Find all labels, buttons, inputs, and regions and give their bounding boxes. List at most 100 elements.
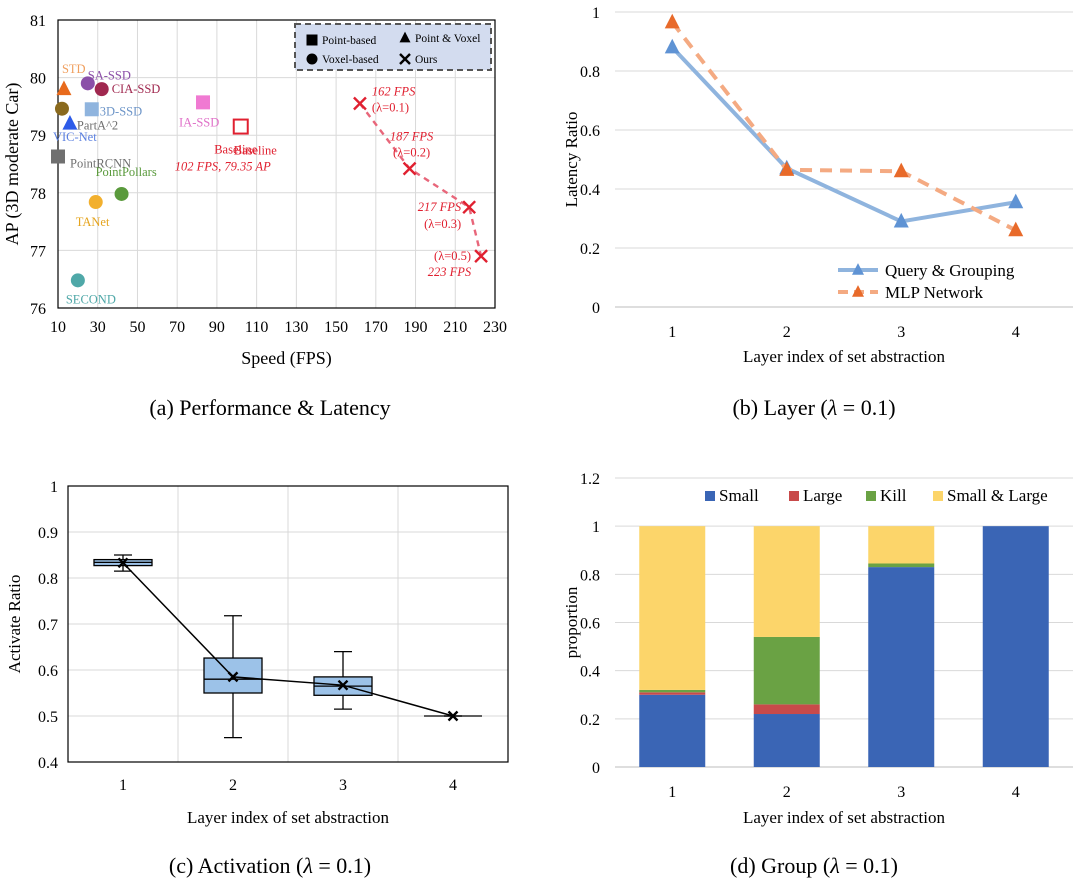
a-xtick-label: 50 xyxy=(129,319,145,336)
d-legend-swatch xyxy=(789,491,799,501)
d-xlabel: Layer index of set abstraction xyxy=(743,808,946,827)
a-annotation: (λ=0.3) xyxy=(424,217,461,231)
chart-c-activation: 0.4 0.5 0.6 0.7 0.8 0.9 1 1 2 3 4 Layer index of se… xyxy=(0,460,540,840)
a-xtick-label: 90 xyxy=(209,319,225,336)
a-point-sa-ssd xyxy=(80,76,95,91)
d-ylabel: proportion xyxy=(562,586,581,658)
a-xlabel: Speed (FPS) xyxy=(241,348,332,369)
a-xtick-label: 110 xyxy=(245,319,268,336)
a-xtick-label: 230 xyxy=(483,319,507,336)
a-ours-point xyxy=(353,96,367,111)
chart-d-svg: 0 0.2 0.4 0.6 0.8 1 1.2 1 2 3 4 Layer index of set … xyxy=(562,471,1073,827)
caption-d-rest: = 0.1) xyxy=(839,853,898,878)
caption-b-label: (b) xyxy=(732,395,759,420)
a-xtick-label: 190 xyxy=(404,319,428,336)
a-annotation: (λ=0.1) xyxy=(372,101,409,115)
c-box-body xyxy=(203,657,263,694)
a-point-label: STD xyxy=(62,62,86,76)
d-legend-swatch xyxy=(705,491,715,501)
chart-c-svg: 0.4 0.5 0.6 0.7 0.8 0.9 1 1 2 3 4 Layer index of se… xyxy=(5,479,509,827)
d-legend-label: Small xyxy=(719,486,759,505)
d-ytick-label: 0.2 xyxy=(580,712,600,729)
b-xtick-label: 4 xyxy=(1012,324,1020,341)
c-mean-marker xyxy=(337,679,349,691)
b-series-marker-0 xyxy=(664,38,680,54)
caption-b-text: Layer ( xyxy=(763,395,828,420)
c-mean-line xyxy=(122,562,454,717)
chart-b-svg: 0 0.2 0.4 0.6 0.8 1 1 2 3 4 Layer index of set abs… xyxy=(562,5,1073,366)
caption-c-rest: = 0.1) xyxy=(312,853,372,878)
c-xtick-label: 4 xyxy=(449,777,457,794)
d-ytick-label: 0.8 xyxy=(580,567,600,584)
d-legend-label: Kill xyxy=(880,486,907,505)
a-xtick-label: 170 xyxy=(364,319,388,336)
c-xlabel: Layer index of set abstraction xyxy=(187,808,390,827)
a-annotation: 102 FPS, 79.35 AP xyxy=(175,160,271,174)
a-legend-label: Point-based xyxy=(322,35,377,47)
a-point-std xyxy=(56,80,72,96)
d-ytick-label: 1.2 xyxy=(580,471,600,488)
d-bar-small xyxy=(639,694,706,767)
chart-a-svg: 10 30 50 70 90 110 130 150 170 190 210 230 76 77 78 79 8… xyxy=(2,13,507,369)
d-legend-label: Large xyxy=(803,486,842,505)
d-ytick-label: 0.4 xyxy=(580,664,600,681)
a-point-tanet xyxy=(88,195,103,210)
a-point-pointrcnn xyxy=(51,149,65,164)
a-legend-marker xyxy=(399,31,411,43)
b-series-line-1 xyxy=(670,21,1017,233)
a-point-label: VIC-Net xyxy=(53,130,97,144)
a-annotation: 187 FPS xyxy=(390,130,434,144)
chart-d-group: 0 0.2 0.4 0.6 0.8 1 1.2 1 2 3 4 Layer index of set … xyxy=(545,460,1083,840)
c-xtick-label: 3 xyxy=(339,777,347,794)
b-ylabel: Latency Ratio xyxy=(562,112,581,208)
c-ytick-label: 1 xyxy=(50,479,58,496)
b-legend-label: Query & Grouping xyxy=(885,261,1015,280)
a-legend-marker xyxy=(306,53,318,65)
a-point-3d-ssd xyxy=(84,102,99,117)
d-xtick-label: 3 xyxy=(897,784,905,801)
caption-b: (b) Layer (λ = 0.1) xyxy=(545,395,1083,421)
c-ytick-label: 0.8 xyxy=(38,571,58,588)
d-xtick-label: 4 xyxy=(1012,784,1020,801)
c-mean-marker xyxy=(117,557,129,569)
d-bar-small-large xyxy=(753,526,820,637)
b-legend-label: MLP Network xyxy=(885,283,984,302)
b-ytick-label: 0.8 xyxy=(580,64,600,81)
a-point-second xyxy=(70,273,85,288)
b-series-marker-1 xyxy=(1008,221,1024,237)
d-ytick-label: 0.6 xyxy=(580,616,600,633)
a-point-label: TANet xyxy=(76,215,110,229)
d-ytick-label: 1 xyxy=(592,519,600,536)
a-point-label: IA-SSD xyxy=(179,115,219,129)
b-ytick-label: 1 xyxy=(592,5,600,22)
b-xtick-label: 3 xyxy=(897,324,905,341)
b-series-marker-1 xyxy=(664,13,680,29)
a-annotation: (λ=0.5) xyxy=(434,249,471,263)
c-xtick-label: 1 xyxy=(119,777,127,794)
b-series-marker-1 xyxy=(779,161,795,176)
c-ytick-label: 0.4 xyxy=(38,755,58,772)
d-bar-small-large xyxy=(868,526,935,564)
a-ytick-label: 81 xyxy=(30,13,46,30)
a-plot-frame xyxy=(57,19,496,309)
a-legend: Point-based Point & Voxel Voxel-based Ours xyxy=(294,23,492,71)
a-point-label: PointRCNN xyxy=(70,157,131,171)
a-ytick-label: 77 xyxy=(30,243,46,260)
b-legend-marker xyxy=(852,263,864,275)
a-point-label: SA-SSD xyxy=(88,68,131,82)
a-point-label: CIA-SSD xyxy=(112,82,161,96)
a-point-unnamed xyxy=(54,101,69,116)
d-bar-small xyxy=(753,714,820,767)
a-ours-point xyxy=(402,161,417,176)
a-annotation: (λ=0.2) xyxy=(393,146,430,160)
b-legend-marker xyxy=(852,285,864,297)
caption-c-label: (c) xyxy=(168,853,194,878)
caption-a-text: Performance & Latency xyxy=(179,395,391,420)
a-ours-point xyxy=(462,200,477,215)
d-bar-kill xyxy=(868,563,935,568)
a-ytick-label: 79 xyxy=(30,128,46,145)
a-legend-box xyxy=(294,23,492,71)
d-xtick-label: 1 xyxy=(668,784,676,801)
a-point-label: PartA^2 xyxy=(77,119,118,133)
b-series-line-0 xyxy=(670,46,1017,224)
